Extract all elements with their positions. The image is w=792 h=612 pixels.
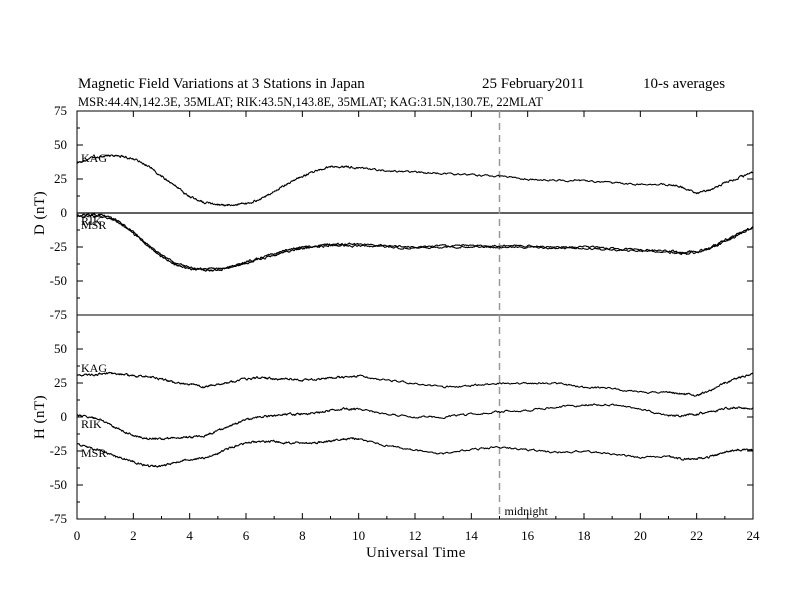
series-label-rik: RIK: [81, 214, 102, 228]
chart-date: 25 February2011: [482, 76, 584, 92]
series-line-kag: [76, 154, 754, 207]
x-tick-label: 2: [130, 528, 137, 543]
x-tick-label: 10: [352, 528, 365, 543]
y-tick-label: 25: [54, 171, 67, 186]
y-axis-title: D (nT): [32, 191, 48, 235]
panel-frame: [76, 314, 754, 520]
y-tick-label: -75: [50, 511, 67, 526]
series-label-msr: MSR: [81, 446, 106, 460]
x-tick-label: 24: [747, 528, 761, 543]
x-tick-label: 0: [74, 528, 81, 543]
x-tick-label: 20: [634, 528, 647, 543]
y-tick-label: -50: [50, 477, 67, 492]
y-tick-label: 50: [54, 137, 67, 152]
y-tick-label: -25: [50, 443, 67, 458]
series-line-msr: [76, 214, 754, 272]
x-tick-label: 14: [465, 528, 479, 543]
x-tick-label: 4: [186, 528, 193, 543]
chart-averaging: 10-s averages: [643, 76, 725, 92]
x-tick-label: 6: [243, 528, 250, 543]
series-label-msr: MSR: [81, 218, 106, 232]
series-line-rik: [76, 403, 754, 441]
x-axis-title: Universal Time: [366, 545, 466, 561]
series-line-rik: [76, 213, 754, 271]
h-component-panel: -75 -50 -25 0 25 50 H (nT) midnight KAG RIK MSR: [32, 314, 754, 526]
y-tick-label: 50: [54, 341, 67, 356]
y-tick-label: -75: [50, 307, 67, 322]
y-tick-label: 25: [54, 375, 67, 390]
chart-title: Magnetic Field Variations at 3 Stations …: [78, 76, 365, 92]
series-label-kag: KAG: [81, 151, 107, 165]
series-label-kag: KAG: [81, 361, 107, 375]
x-tick-label: 22: [690, 528, 703, 543]
series-label-rik: RIK: [81, 417, 102, 431]
x-tick-label: 16: [521, 528, 535, 543]
y-tick-label: 0: [61, 205, 68, 220]
x-tick-label: 12: [409, 528, 422, 543]
x-tick-label: 8: [299, 528, 306, 543]
y-tick-label: 0: [61, 409, 68, 424]
midnight-label: midnight: [505, 504, 549, 518]
y-tick-label: 75: [54, 103, 67, 118]
x-tick-label: 18: [578, 528, 591, 543]
y-axis-title: H (nT): [32, 395, 48, 439]
y-tick-label: -50: [50, 273, 67, 288]
series-line-msr: [76, 437, 754, 468]
stations-info: MSR:44.4N,142.3E, 35MLAT; RIK:43.5N,143.…: [78, 95, 543, 109]
series-line-kag: [76, 371, 754, 397]
ut-axis: 0 2 4 6 8 10 12 14 16 18 20 22 24: [74, 111, 760, 543]
y-tick-label: -25: [50, 239, 67, 254]
